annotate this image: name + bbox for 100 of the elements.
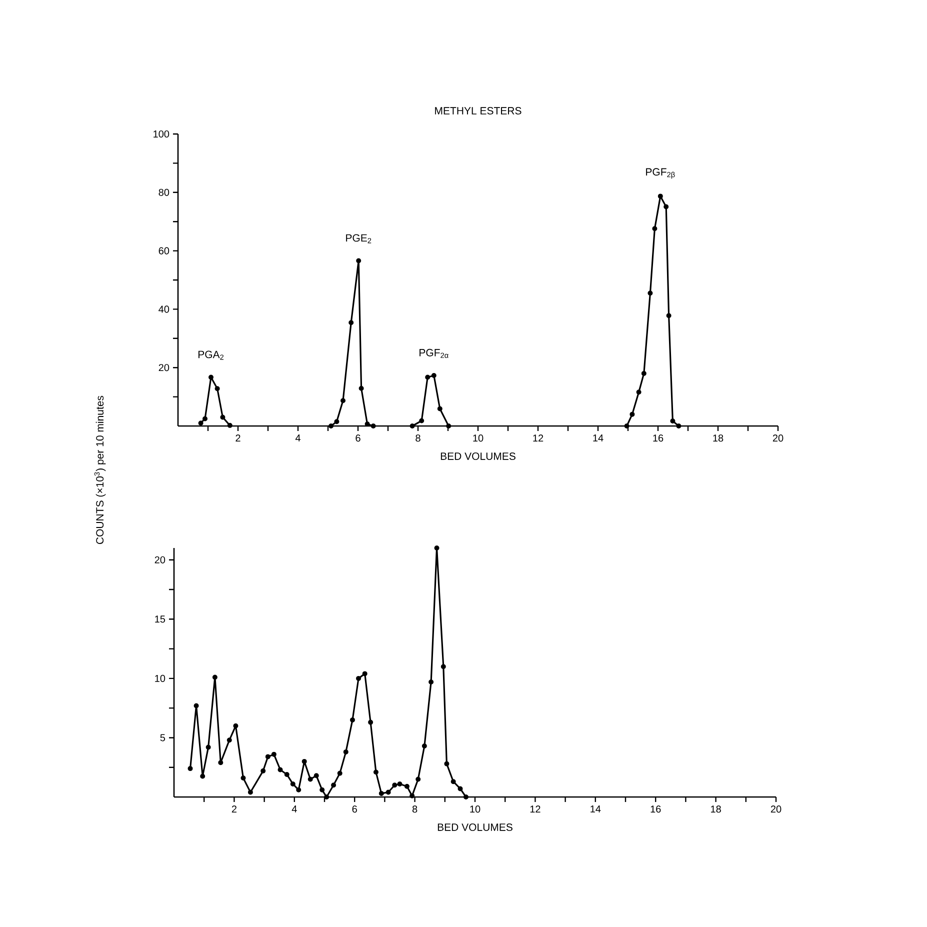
point (233, 723, 238, 728)
point (428, 679, 434, 684)
point (358, 386, 364, 391)
point (324, 794, 330, 800)
point (240, 776, 246, 781)
x-tick-label: 12 (530, 806, 540, 813)
point (214, 386, 220, 392)
point (666, 313, 672, 318)
point (265, 754, 270, 760)
point (206, 744, 211, 750)
point (302, 758, 307, 764)
point (648, 290, 653, 296)
point (392, 782, 398, 788)
point (290, 781, 296, 786)
point (284, 772, 290, 777)
point (218, 760, 224, 766)
point (416, 776, 421, 782)
x-tick-label: 4 (292, 806, 297, 812)
point (227, 422, 232, 428)
point (463, 794, 468, 800)
point (664, 204, 669, 210)
point (334, 419, 340, 424)
point (458, 786, 463, 792)
x-tick-label: 14 (593, 434, 604, 442)
point (373, 770, 378, 775)
point (370, 424, 376, 429)
point (200, 774, 206, 779)
x-tick-label: 4 (295, 434, 300, 442)
x-tick-label: 8 (412, 806, 418, 813)
point (410, 424, 415, 429)
point (630, 412, 635, 417)
y-tick-label: 40 (158, 306, 170, 313)
x-tick-label: 18 (713, 434, 724, 442)
point (368, 720, 374, 725)
x-tick-label: 2 (236, 434, 240, 442)
point (202, 416, 208, 422)
y-tick-label: 10 (155, 674, 166, 682)
point (397, 781, 402, 786)
x-tick-label: 6 (356, 434, 360, 442)
point (356, 676, 362, 681)
point (320, 787, 325, 792)
y-tick-label: 20 (158, 364, 170, 372)
point (226, 738, 232, 743)
point (425, 374, 430, 380)
point (419, 418, 424, 424)
point (437, 406, 442, 412)
y-axis-title: COUNTS (×10$^{3}$) per 10 minutes (94, 396, 106, 544)
x-tick-label: 6 (352, 806, 357, 813)
y-tick-label: 15 (155, 616, 166, 623)
point (444, 761, 450, 766)
point (641, 370, 646, 376)
point (362, 671, 368, 676)
annotation: PGA$_{2}$ (198, 350, 224, 360)
point (431, 372, 436, 378)
x-tick-label: 2 (232, 806, 236, 813)
point (248, 790, 253, 795)
point (340, 398, 346, 404)
point (378, 790, 384, 796)
y-tick-label: 20 (154, 556, 166, 564)
x-tick-label: 10 (473, 434, 484, 442)
point (208, 374, 214, 380)
y-tick-label: 80 (158, 188, 170, 196)
point (308, 776, 313, 782)
x-tick-label: 14 (590, 806, 601, 812)
point (410, 793, 415, 798)
point (278, 767, 283, 772)
point (386, 790, 391, 795)
point (636, 390, 642, 395)
point (348, 320, 354, 326)
chart-title: METHYL ESTERS (435, 107, 522, 114)
point (271, 752, 276, 757)
x-tick-label: 16 (653, 434, 664, 442)
point (296, 787, 302, 792)
annotation: PGE$_{2}$ (346, 234, 372, 244)
x-axis-title: BED VOLUMES (440, 452, 516, 460)
annotation: PGF$_{2β}$ (646, 168, 675, 179)
point (670, 418, 676, 424)
point (260, 768, 266, 774)
y-tick-label: 60 (158, 247, 170, 254)
point (658, 194, 663, 199)
point (314, 773, 319, 778)
point (198, 420, 204, 426)
point (188, 766, 193, 772)
point (337, 770, 342, 776)
point (450, 779, 456, 784)
y-tick-label: 5 (160, 734, 166, 742)
point (434, 546, 440, 551)
point (331, 782, 336, 788)
x-tick-label: 10 (470, 806, 480, 813)
x-tick-label: 12 (533, 434, 544, 442)
point (446, 424, 452, 429)
x-tick-label: 8 (416, 434, 420, 442)
x-tick-label: 16 (650, 806, 661, 813)
point (652, 226, 658, 232)
point (328, 424, 334, 429)
point (220, 414, 226, 420)
x-tick-label: 18 (711, 806, 721, 813)
point (343, 749, 348, 754)
point (422, 744, 427, 749)
point (676, 424, 682, 429)
